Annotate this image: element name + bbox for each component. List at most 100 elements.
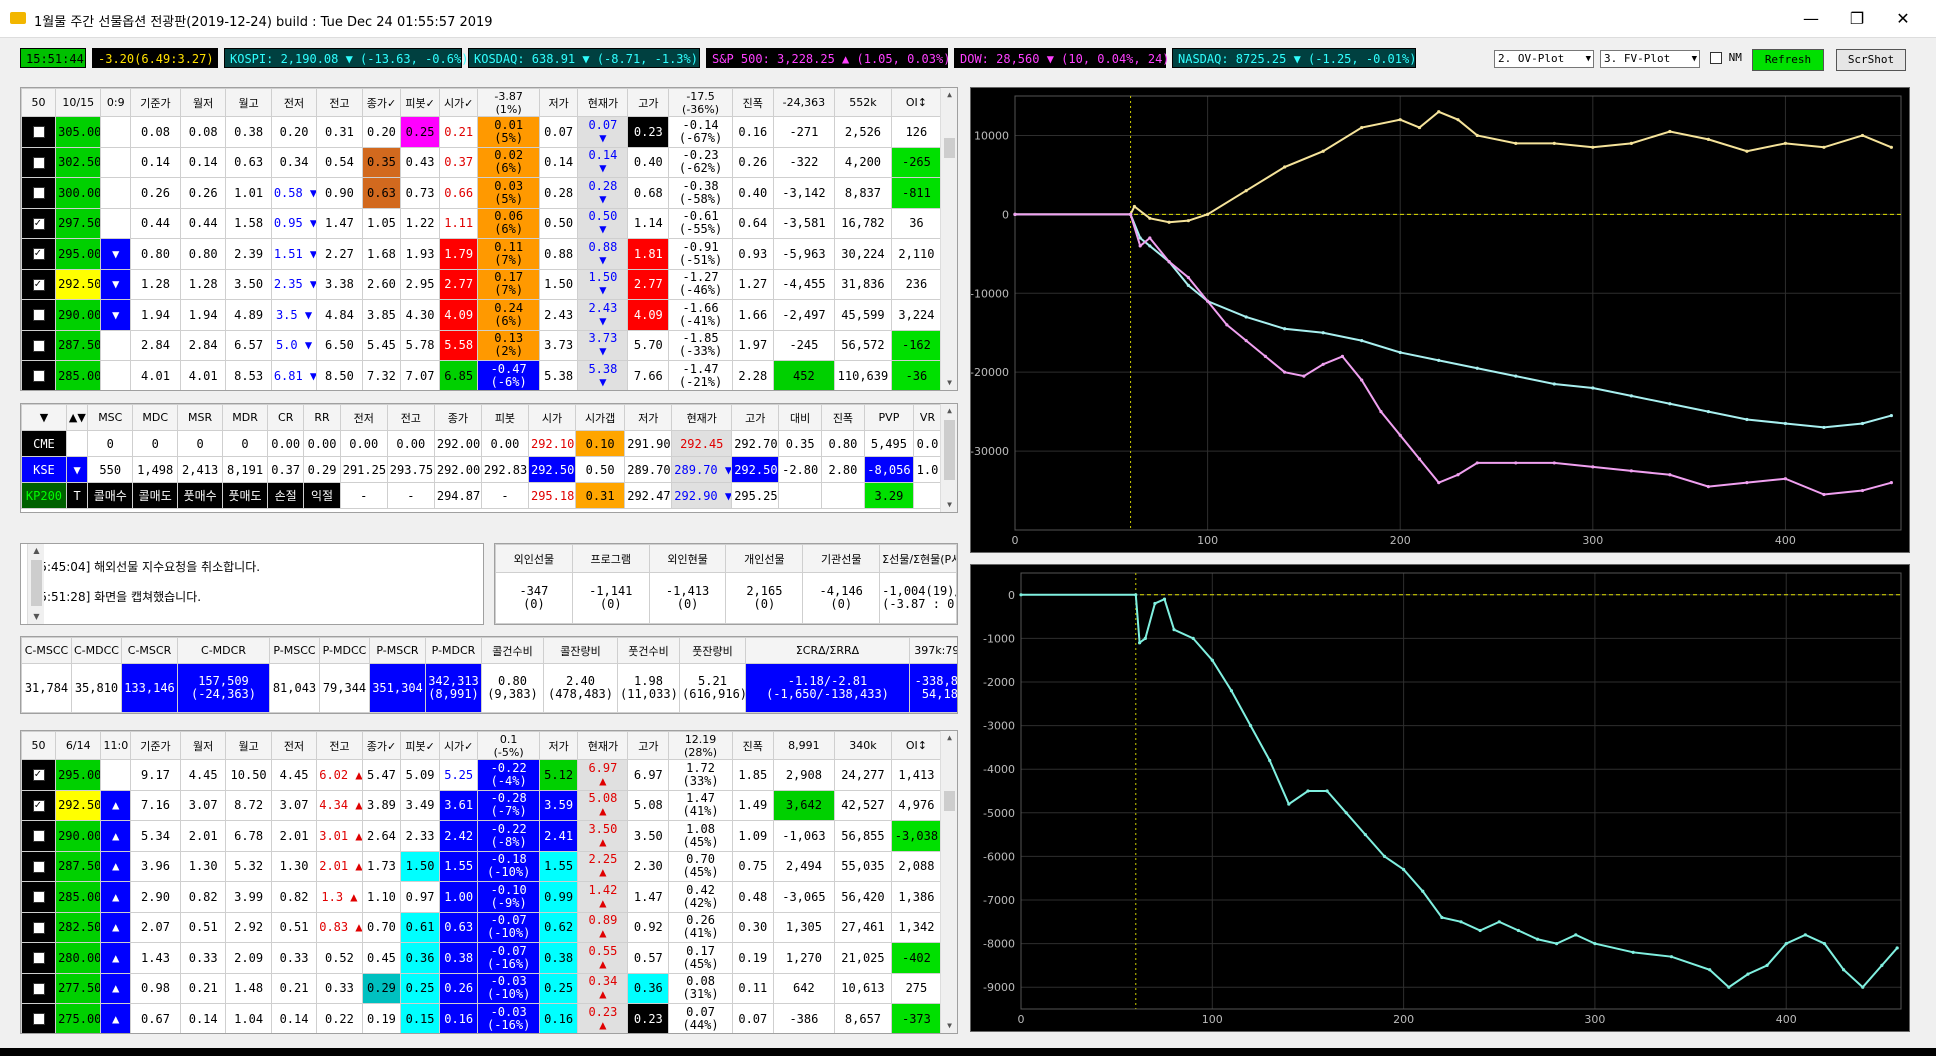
table-row[interactable]: 275.00 ▲ 0.67 0.14 1.04 0.14 0.22 0.19 0.15 0.16-…: [21, 1003, 943, 1033]
row-select-cell[interactable]: [21, 820, 57, 852]
scroll-thumb[interactable]: [31, 560, 42, 606]
row-checkbox[interactable]: [32, 156, 45, 169]
call-scrollbar[interactable]: ▲ ▼: [940, 88, 957, 390]
value-cell: 0.00: [480, 430, 529, 457]
table-row[interactable]: 290.00 ▲ 5.34 2.01 6.78 2.01 3.01 ▲ 2.64 2.33 2.4…: [21, 820, 943, 852]
series-point: [1191, 636, 1195, 640]
row-checkbox[interactable]: [32, 370, 45, 383]
scroll-thumb[interactable]: [944, 420, 955, 480]
row-select-cell[interactable]: [21, 972, 57, 1004]
row-select-cell[interactable]: [21, 177, 57, 209]
table-row[interactable]: 282.50 ▲ 2.07 0.51 2.92 0.51 0.83 ▲ 0.70 0.61 0.6…: [21, 911, 943, 943]
plot2-select[interactable]: 3. FV-Plot ▼: [1600, 50, 1700, 68]
row-checkbox[interactable]: [32, 216, 45, 230]
scroll-down-icon[interactable]: ▼: [947, 500, 952, 509]
row-select-cell[interactable]: [21, 850, 57, 882]
table-row[interactable]: 292.50▲7.163.078.723.074.34 ▲3.893.493.6…: [21, 789, 943, 821]
screenshot-button[interactable]: ScrShot: [1836, 49, 1906, 71]
table-row[interactable]: 280.00 ▲ 1.43 0.33 2.09 0.33 0.52 0.45 0.36 0.38-…: [21, 942, 943, 974]
value-cell: 3.50: [225, 268, 272, 300]
table-row[interactable]: 292.50▼1.281.283.502.35 ▼3.382.602.952.7…: [21, 268, 943, 300]
row-select-cell[interactable]: [21, 1003, 57, 1033]
table-row[interactable]: 297.500.440.441.580.95 ▼1.471.051.221.11…: [21, 207, 943, 239]
nm-checkbox[interactable]: [1710, 52, 1722, 64]
scroll-thumb[interactable]: [944, 791, 955, 811]
row-select-cell[interactable]: [21, 268, 57, 300]
table-row[interactable]: 290.00 ▼ 1.94 1.94 4.89 3.5 ▼ 4.84 3.85 4.30 4.09…: [21, 299, 943, 331]
row-checkbox[interactable]: [32, 277, 45, 291]
row-checkbox[interactable]: [32, 891, 45, 904]
minimize-button[interactable]: —: [1803, 9, 1819, 28]
row-select-cell[interactable]: [21, 881, 57, 913]
scroll-down-icon[interactable]: ▼: [33, 612, 40, 621]
scroll-down-icon[interactable]: ▼: [947, 1021, 952, 1030]
strike-price: 295.00: [55, 238, 102, 270]
row-checkbox[interactable]: [32, 126, 45, 139]
row-select-cell[interactable]: [21, 911, 57, 943]
value-cell: 2.80: [821, 456, 865, 483]
table-row[interactable]: KSE ▼ 550 1,498 2,413 8,191 0.37 0.29 291.25 293.…: [21, 456, 942, 483]
log-scrollbar[interactable]: ▲ ▼: [27, 544, 44, 624]
row-select-cell[interactable]: [21, 329, 57, 361]
table-row[interactable]: 295.00▼0.800.802.391.51 ▼2.271.681.931.7…: [21, 238, 943, 270]
table-row[interactable]: 302.50 0.14 0.14 0.63 0.34 0.54 0.35 0.43 0.37 0.…: [21, 146, 943, 178]
value-cell: 8.50: [316, 360, 363, 390]
table-row[interactable]: 305.00 0.08 0.08 0.38 0.20 0.31 0.20 0.25 0.21 0.…: [21, 116, 943, 148]
table-row[interactable]: CME 0 0 0 0 0.00 0.00 0.00 0.00 292.00 0.00 292.10 0…: [21, 430, 942, 457]
table-row[interactable]: 287.50 ▲ 3.96 1.30 5.32 1.30 2.01 ▲ 1.73 1.50 1.5…: [21, 850, 943, 882]
row-select-cell[interactable]: [21, 238, 57, 270]
row-checkbox[interactable]: [32, 187, 45, 200]
row-select-cell[interactable]: [21, 759, 57, 791]
scroll-down-icon[interactable]: ▼: [947, 378, 952, 387]
nm-option[interactable]: NM: [1710, 51, 1742, 64]
row-checkbox[interactable]: [32, 860, 45, 873]
row-checkbox[interactable]: [32, 767, 45, 782]
strike-price: 300.00: [55, 177, 102, 209]
row-checkbox[interactable]: [32, 830, 45, 843]
scroll-up-icon[interactable]: ▲: [947, 90, 952, 99]
row-checkbox[interactable]: [32, 798, 45, 812]
row-checkbox[interactable]: [32, 339, 45, 352]
close-button[interactable]: ✕: [1896, 9, 1910, 28]
row-select-cell[interactable]: [21, 207, 57, 239]
row-select-cell[interactable]: [21, 789, 57, 821]
row-checkbox[interactable]: [32, 1013, 45, 1026]
scroll-up-icon[interactable]: ▲: [947, 733, 952, 742]
row-select-cell[interactable]: [21, 299, 57, 331]
table-row[interactable]: 285.00 ▲ 2.90 0.82 3.99 0.82 1.3 ▲ 1.10 0.97 1.00…: [21, 881, 943, 913]
table-row[interactable]: 287.50 2.84 2.84 6.57 5.0 ▼ 6.50 5.45 5.78 5.58 0…: [21, 329, 943, 361]
row-checkbox[interactable]: [32, 246, 45, 261]
series-point: [1162, 597, 1167, 601]
row-checkbox[interactable]: [32, 952, 45, 965]
futures-scrollbar[interactable]: ▲ ▼: [940, 404, 957, 512]
series-point: [1360, 339, 1364, 343]
scroll-up-icon[interactable]: ▲: [947, 406, 952, 415]
table-row[interactable]: KP200 T 콜매수 콜매도 풋매수 풋매도 손절 익절 - -294.87-295.18 0.3…: [21, 482, 942, 509]
column-header: 외인현물: [648, 544, 727, 573]
maximize-button[interactable]: ❐: [1849, 9, 1865, 28]
row-select-cell[interactable]: [21, 942, 57, 974]
scroll-up-icon[interactable]: ▲: [33, 546, 40, 555]
strike-price: 290.00: [55, 299, 102, 331]
row-select-cell[interactable]: [21, 146, 57, 178]
value-cell: 1.00: [438, 881, 479, 913]
put-scrollbar[interactable]: ▲ ▼: [940, 731, 957, 1033]
row-checkbox[interactable]: [32, 982, 45, 995]
refresh-button[interactable]: Refresh: [1752, 49, 1824, 71]
plot1-select[interactable]: 2. OV-Plot ▼: [1494, 50, 1594, 68]
row-checkbox[interactable]: [32, 921, 45, 934]
table-row[interactable]: 277.50 ▲ 0.98 0.21 1.48 0.21 0.33 0.29 0.25 0.26-…: [21, 972, 943, 1004]
row-select-cell[interactable]: [21, 360, 57, 390]
row-select-cell[interactable]: [21, 116, 57, 148]
column-header: 풋잔량비: [679, 637, 746, 664]
scroll-thumb[interactable]: [944, 138, 955, 158]
column-header: 50: [21, 731, 57, 760]
row-checkbox[interactable]: [32, 309, 45, 322]
low-price: 2.41: [538, 820, 579, 852]
table-row[interactable]: 300.00 0.26 0.26 1.01 0.58 ▼ 0.90 0.63 0.73 0.66…: [21, 177, 943, 209]
table-row[interactable]: 285.00 4.01 4.01 8.53 6.81 ▼ 8.50 7.32 7.07 6.85…: [21, 360, 943, 390]
value-cell: 0.25: [400, 116, 440, 148]
current-price: 0.34 ▲: [577, 972, 629, 1004]
